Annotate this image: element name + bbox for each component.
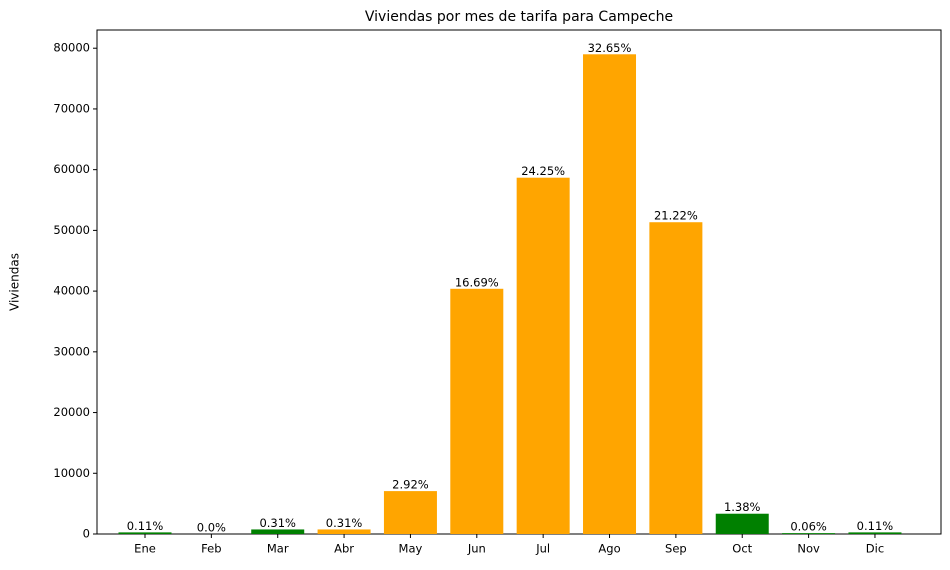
x-tick-label: Dic (866, 542, 884, 556)
bar-label: 0.31% (259, 516, 296, 530)
bar-label: 0.0% (197, 521, 226, 535)
bar-label: 2.92% (392, 478, 429, 492)
y-tick-label: 70000 (53, 101, 90, 115)
y-tick-label: 80000 (53, 41, 90, 55)
bar (516, 177, 570, 534)
y-tick-label: 40000 (53, 284, 90, 298)
x-tick-label: Ago (598, 542, 620, 556)
bar-label: 1.38% (724, 500, 761, 514)
x-tick-label: Jul (535, 542, 550, 556)
y-tick-label: 20000 (53, 405, 90, 419)
bar-label: 0.06% (790, 520, 827, 534)
bar-label: 16.69% (455, 275, 499, 289)
x-tick-label: Feb (201, 542, 221, 556)
x-tick-label: Mar (267, 542, 289, 556)
bar-label: 32.65% (588, 41, 632, 55)
x-tick-label: Nov (797, 542, 820, 556)
bar (848, 532, 902, 534)
x-tick-label: May (399, 542, 423, 556)
y-tick-label: 10000 (53, 466, 90, 480)
bar (383, 491, 437, 534)
bar (118, 532, 172, 534)
x-tick-label: Abr (334, 542, 354, 556)
bar (782, 533, 836, 534)
y-tick-label: 50000 (53, 223, 90, 237)
bar-label: 0.11% (127, 519, 164, 533)
chart-title: Viviendas por mes de tarifa para Campech… (365, 9, 673, 25)
y-tick-label: 30000 (53, 344, 90, 358)
x-tick-label: Ene (134, 542, 156, 556)
bar-label: 24.25% (521, 164, 565, 178)
bar (317, 529, 371, 534)
y-axis-label: Viviendas (8, 253, 22, 311)
bar-label: 0.11% (857, 519, 894, 533)
bar (649, 222, 703, 535)
bar-label: 21.22% (654, 209, 698, 223)
x-tick-label: Oct (732, 542, 752, 556)
x-tick-label: Jun (467, 542, 486, 556)
bar (715, 513, 769, 534)
y-tick-label: 0 (83, 527, 90, 541)
y-tick-label: 60000 (53, 162, 90, 176)
x-tick-label: Sep (665, 542, 687, 556)
bar (251, 529, 305, 534)
bar (450, 288, 504, 534)
bar (583, 54, 637, 535)
bar-label: 0.31% (326, 516, 363, 530)
